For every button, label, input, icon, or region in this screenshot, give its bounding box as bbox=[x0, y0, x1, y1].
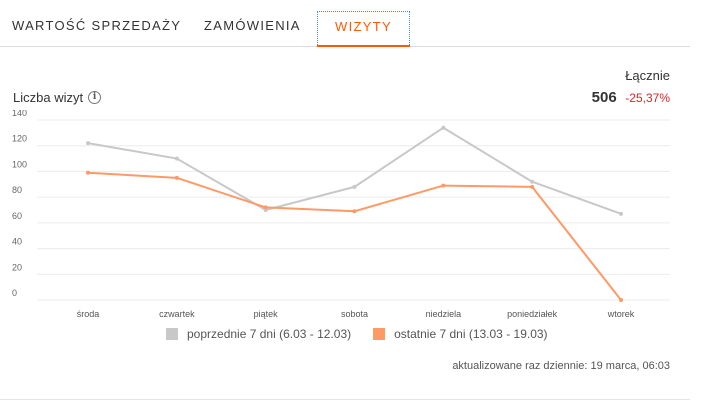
data-point-current bbox=[86, 170, 90, 175]
data-point-current bbox=[441, 183, 446, 188]
info-icon[interactable]: i bbox=[88, 91, 102, 104]
data-point-previous bbox=[86, 141, 90, 146]
data-point-previous bbox=[530, 179, 535, 184]
bottom-divider bbox=[0, 399, 690, 400]
data-point-current bbox=[619, 298, 623, 302]
legend-swatch-current bbox=[373, 328, 386, 340]
total-value: 506 bbox=[591, 89, 617, 106]
chart-legend: poprzednie 7 dni (6.03 - 12.03) ostatnie… bbox=[166, 327, 570, 341]
legend-item-previous[interactable]: poprzednie 7 dni (6.03 - 12.03) bbox=[166, 327, 351, 341]
data-point-previous bbox=[174, 156, 179, 161]
y-tick-label: 0 bbox=[12, 288, 17, 298]
tab-bar: WARTOŚĆ SPRZEDAŻY ZAMÓWIENIA WIZYTY bbox=[0, 0, 690, 47]
x-tick-label: sobota bbox=[341, 309, 368, 319]
update-note: aktualizowane raz dziennie: 19 marca, 06… bbox=[452, 360, 670, 372]
x-tick-label: czwartek bbox=[159, 309, 195, 319]
data-point-previous bbox=[441, 125, 446, 130]
legend-label-current: ostatnie 7 dni (13.03 - 19.03) bbox=[394, 327, 548, 341]
legend-item-current[interactable]: ostatnie 7 dni (13.03 - 19.03) bbox=[373, 327, 548, 341]
y-tick-label: 120 bbox=[12, 134, 27, 144]
y-tick-label: 40 bbox=[12, 237, 22, 247]
x-tick-label: wtorek bbox=[607, 309, 635, 319]
legend-label-previous: poprzednie 7 dni (6.03 - 12.03) bbox=[187, 327, 352, 341]
chart-title-wrap: Liczba wizyt i bbox=[13, 90, 102, 105]
visits-line-chart: 0 20 40 60 80 100 120 140 środa czwartek piątek sob… bbox=[12, 110, 670, 319]
tab-sales-value[interactable]: WARTOŚĆ SPRZEDAŻY bbox=[12, 18, 182, 33]
x-tick-label: niedziela bbox=[426, 309, 462, 319]
y-tick-label: 60 bbox=[12, 211, 22, 221]
total-summary: 506 -25,37% bbox=[592, 89, 670, 106]
y-tick-label: 100 bbox=[12, 159, 27, 169]
series-line-previous bbox=[87, 126, 622, 215]
tab-orders[interactable]: ZAMÓWIENIA bbox=[204, 18, 301, 33]
data-point-previous bbox=[352, 184, 357, 189]
total-label: Łącznie bbox=[625, 68, 670, 83]
y-tick-label: 80 bbox=[12, 185, 22, 195]
data-point-current bbox=[174, 175, 179, 180]
data-point-previous bbox=[619, 211, 623, 216]
series-line-current bbox=[87, 171, 622, 301]
y-tick-label: 140 bbox=[12, 110, 27, 118]
y-tick-label: 20 bbox=[12, 262, 22, 272]
legend-swatch-previous bbox=[166, 328, 178, 340]
tab-visits[interactable]: WIZYTY bbox=[317, 11, 410, 47]
total-change: -25,37% bbox=[625, 91, 670, 105]
data-point-current bbox=[530, 184, 535, 189]
x-tick-label: poniedziałek bbox=[507, 309, 558, 319]
data-point-current bbox=[263, 205, 268, 210]
chart-title: Liczba wizyt bbox=[13, 90, 84, 105]
data-point-current bbox=[352, 209, 357, 214]
x-tick-label: środa bbox=[77, 309, 100, 319]
x-tick-label: piątek bbox=[254, 309, 279, 319]
